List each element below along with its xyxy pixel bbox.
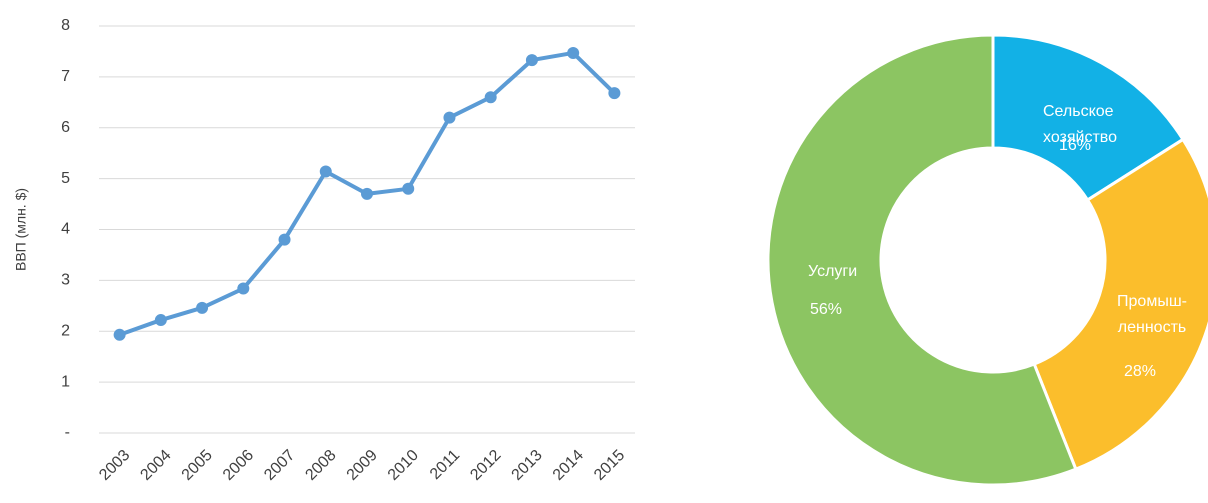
y-tick-label: 8 — [61, 17, 70, 34]
slice-value-label: 16% — [1059, 137, 1091, 154]
data-point — [196, 301, 209, 314]
slice-label: Сельское — [1043, 103, 1114, 120]
slice-label: ленность — [1118, 319, 1186, 336]
slice-value-label: 56% — [810, 301, 842, 318]
y-tick-label: 1 — [61, 373, 70, 390]
y-tick-label: 4 — [61, 221, 70, 238]
x-tick-label: 2007 — [261, 447, 298, 484]
x-tick-label: 2008 — [302, 447, 339, 484]
x-tick-label: 2006 — [220, 447, 257, 484]
data-point — [484, 91, 497, 104]
data-point — [402, 182, 415, 195]
data-point — [525, 54, 538, 67]
x-tick-label: 2003 — [96, 447, 133, 484]
donut-slice — [1032, 137, 1208, 472]
x-tick-label: 2011 — [427, 447, 463, 483]
x-tick-label: 2013 — [509, 447, 546, 484]
y-tick-label: 6 — [61, 119, 70, 136]
x-tick-label: 2015 — [591, 447, 628, 484]
y-tick-label: 7 — [61, 68, 70, 85]
y-tick-label: 5 — [61, 170, 70, 187]
data-point — [154, 314, 167, 327]
x-tick-label: 2004 — [137, 447, 174, 484]
x-tick-label: 2012 — [467, 447, 504, 484]
donut-slice — [991, 33, 1186, 203]
x-tick-label: 2009 — [344, 447, 381, 484]
x-tick-label: 2005 — [179, 447, 216, 484]
data-point — [608, 87, 621, 100]
y-tick-label: 2 — [61, 322, 70, 339]
data-point — [443, 111, 456, 124]
data-point — [278, 233, 291, 246]
data-point — [567, 46, 580, 59]
y-tick-label: 3 — [61, 272, 70, 289]
slice-value-label: 28% — [1124, 363, 1156, 380]
donut-slice — [766, 33, 1078, 487]
y-axis-label: ВВП (млн. $) — [13, 188, 29, 271]
x-tick-label: 2010 — [385, 447, 422, 484]
x-tick-label: 2014 — [550, 447, 587, 484]
data-point — [113, 328, 126, 341]
y-tick-label: - — [65, 424, 70, 441]
data-point — [237, 282, 250, 295]
data-point — [361, 187, 373, 200]
data-point — [319, 165, 332, 178]
slice-label: хозяйство — [1043, 129, 1117, 146]
slice-label: Услуги — [808, 263, 857, 280]
slice-label: Промыш- — [1117, 293, 1187, 310]
